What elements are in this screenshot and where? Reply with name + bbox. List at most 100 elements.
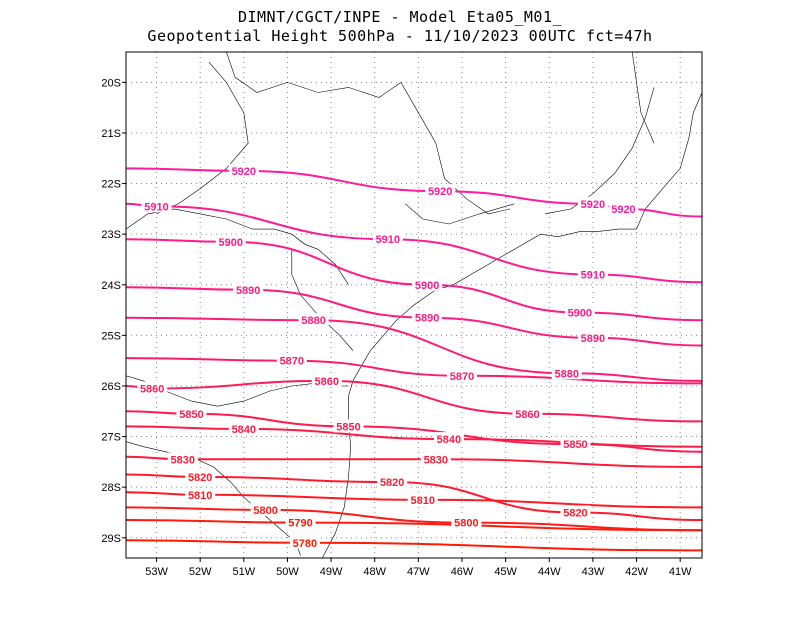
contour-label-bg xyxy=(311,373,342,387)
contour-5840 xyxy=(125,425,703,448)
contour-label: 5900 xyxy=(415,280,439,292)
x-tick-label: 45W xyxy=(494,566,517,578)
title-line-1: DIMNT/CGCT/INPE - Model Eta05_M01_ xyxy=(237,8,563,26)
y-tick-label: 27S xyxy=(101,432,121,444)
contour-label: 5910 xyxy=(144,201,168,213)
y-tick-label: 20S xyxy=(101,77,121,89)
map-frame xyxy=(125,51,703,559)
coastline-segment xyxy=(544,87,655,215)
contour-label-bg xyxy=(276,353,307,367)
contour-label: 5840 xyxy=(232,424,256,436)
x-tick-label: 41W xyxy=(669,566,692,578)
x-tick-label: 48W xyxy=(363,566,386,578)
contour-5800 xyxy=(125,506,703,532)
y-axis-ticks: 20S 21S 22S 23S 24S 25S 26S 27S 28S 29S xyxy=(101,77,126,545)
contour-label-bg xyxy=(577,196,608,210)
contour-label: 5800 xyxy=(253,505,277,517)
contour-label-bg xyxy=(377,475,408,489)
contour-label-bg xyxy=(250,502,281,516)
title-line-2: Geopotential Height 500hPa - 11/10/2023 … xyxy=(147,27,653,45)
contour-label-bg xyxy=(577,330,608,344)
contour-label: 5850 xyxy=(336,421,360,433)
y-tick-label: 25S xyxy=(101,330,121,342)
contour-5790 xyxy=(125,519,703,532)
contour-label: 5860 xyxy=(140,383,164,395)
contour-label: 5820 xyxy=(380,477,404,489)
contour-label-bg xyxy=(551,366,582,380)
y-tick-label: 26S xyxy=(101,381,121,393)
contour-label-bg xyxy=(228,163,259,177)
contour-label: 5850 xyxy=(179,409,203,421)
y-tick-label: 28S xyxy=(101,482,121,494)
contour-label-bg xyxy=(372,232,403,246)
contour-label-bg xyxy=(425,184,456,198)
x-tick-label: 53W xyxy=(145,566,168,578)
x-tick-label: 46W xyxy=(451,566,474,578)
contour-label-bg xyxy=(447,368,477,382)
contour-label-bg xyxy=(433,432,464,446)
x-tick-label: 49W xyxy=(320,566,343,578)
contour-label: 5880 xyxy=(554,368,578,380)
contour-label: 5920 xyxy=(232,166,256,178)
contour-label-bg xyxy=(137,381,168,395)
contour-label-bg xyxy=(285,515,316,529)
contour-label-bg xyxy=(564,305,595,319)
contour-label: 5810 xyxy=(188,490,212,502)
contour-label: 5810 xyxy=(410,495,434,507)
contour-label-bg xyxy=(176,406,207,420)
contour-5810 xyxy=(125,491,703,509)
contour-label-bg xyxy=(289,535,320,549)
contour-label-bg xyxy=(512,406,543,420)
contour-label: 5820 xyxy=(188,472,212,484)
coastline-segment xyxy=(405,203,515,225)
contour-label-bg xyxy=(412,310,443,324)
coastline-segment xyxy=(156,61,249,215)
y-tick-label: 24S xyxy=(101,280,121,292)
y-tick-label: 29S xyxy=(101,533,121,545)
coastline-segment xyxy=(400,82,511,215)
contour-label: 5900 xyxy=(568,308,592,320)
contour-label: 5830 xyxy=(170,454,194,466)
contour-label: 5920 xyxy=(611,204,635,216)
contour-label-bg xyxy=(412,277,443,291)
contour-label-bg xyxy=(577,267,608,281)
contour-label: 5890 xyxy=(581,333,605,345)
contour-5780 xyxy=(125,539,703,552)
contour-label: 5860 xyxy=(314,376,338,388)
contour-label: 5870 xyxy=(450,371,474,383)
y-tick-label: 23S xyxy=(101,229,121,241)
contour-label-bg xyxy=(560,437,591,451)
contour-label: 5790 xyxy=(288,518,312,530)
y-tick-label: 21S xyxy=(101,128,121,140)
contour-label: 5890 xyxy=(236,285,260,297)
contour-label-bg xyxy=(167,452,198,466)
contour-label: 5910 xyxy=(376,234,400,246)
contour-label-bg xyxy=(215,234,246,248)
contour-label: 5830 xyxy=(424,454,448,466)
contour-label: 5910 xyxy=(581,270,605,282)
x-tick-label: 44W xyxy=(538,566,561,578)
x-axis-ticks: 53W 52W 51W 50W 49W 48W 47W 46W 45W 44W 43W 42W 41W xyxy=(145,558,692,578)
contour-label: 5860 xyxy=(515,409,539,421)
contour-label: 5870 xyxy=(280,356,304,368)
contour-label: 5900 xyxy=(218,237,242,249)
x-tick-label: 43W xyxy=(582,566,605,578)
contour-label-bg xyxy=(233,282,264,296)
x-tick-label: 47W xyxy=(407,566,430,578)
contour-label: 5920 xyxy=(581,199,605,211)
contour-5870 xyxy=(125,357,703,385)
contour-label-bg xyxy=(228,421,259,435)
x-tick-label: 51W xyxy=(233,566,256,578)
contour-label: 5890 xyxy=(415,313,439,325)
contour-label: 5780 xyxy=(293,538,317,550)
contour-label-bg xyxy=(298,313,329,327)
y-tick-label: 22S xyxy=(101,179,121,191)
coastline-segment xyxy=(125,441,301,556)
contour-label: 5840 xyxy=(437,434,461,446)
coastline-segment xyxy=(291,249,354,351)
coastline-segment xyxy=(631,51,655,144)
contour-5880 xyxy=(125,316,703,382)
contour-label-bg xyxy=(185,487,216,501)
contour-label-bg xyxy=(420,452,451,466)
